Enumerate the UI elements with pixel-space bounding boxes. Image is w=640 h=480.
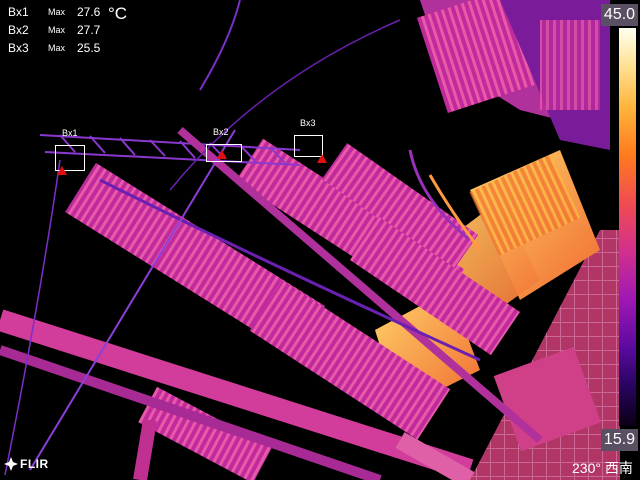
readout-name: Bx1	[8, 5, 29, 19]
measurement-box[interactable]	[206, 144, 242, 162]
box-label: Bx2	[213, 127, 229, 137]
hotspot-marker-icon	[57, 166, 67, 175]
cables	[0, 0, 543, 480]
readout-value: 25.5	[77, 41, 101, 55]
temperature-unit: °C	[108, 4, 128, 23]
box-label: Bx1	[62, 128, 78, 138]
color-scale-bar	[619, 28, 636, 426]
measurement-box[interactable]	[55, 145, 85, 171]
readout-value: 27.6	[77, 5, 101, 19]
readout-name: Bx2	[8, 23, 29, 37]
readout-name: Bx3	[8, 41, 29, 55]
flir-logo-icon	[4, 457, 18, 471]
readout-max-label: Max	[48, 43, 66, 53]
readout-max-label: Max	[48, 25, 66, 35]
measurement-box[interactable]	[294, 135, 323, 157]
readout-max-label: Max	[48, 7, 66, 17]
hotspot-marker-icon	[317, 154, 327, 163]
scale-min-value: 15.9	[601, 429, 638, 451]
insulators	[65, 138, 521, 480]
readout-value: 27.7	[77, 23, 101, 37]
compass-heading: 230° 西南	[572, 460, 633, 476]
hotspot-marker-icon	[217, 150, 227, 159]
box-label: Bx3	[300, 118, 316, 128]
brand-logo: FLIR	[4, 457, 49, 471]
brand-text: FLIR	[20, 457, 49, 471]
scale-max-value: 45.0	[601, 4, 638, 26]
upper-right-structure	[416, 0, 610, 150]
